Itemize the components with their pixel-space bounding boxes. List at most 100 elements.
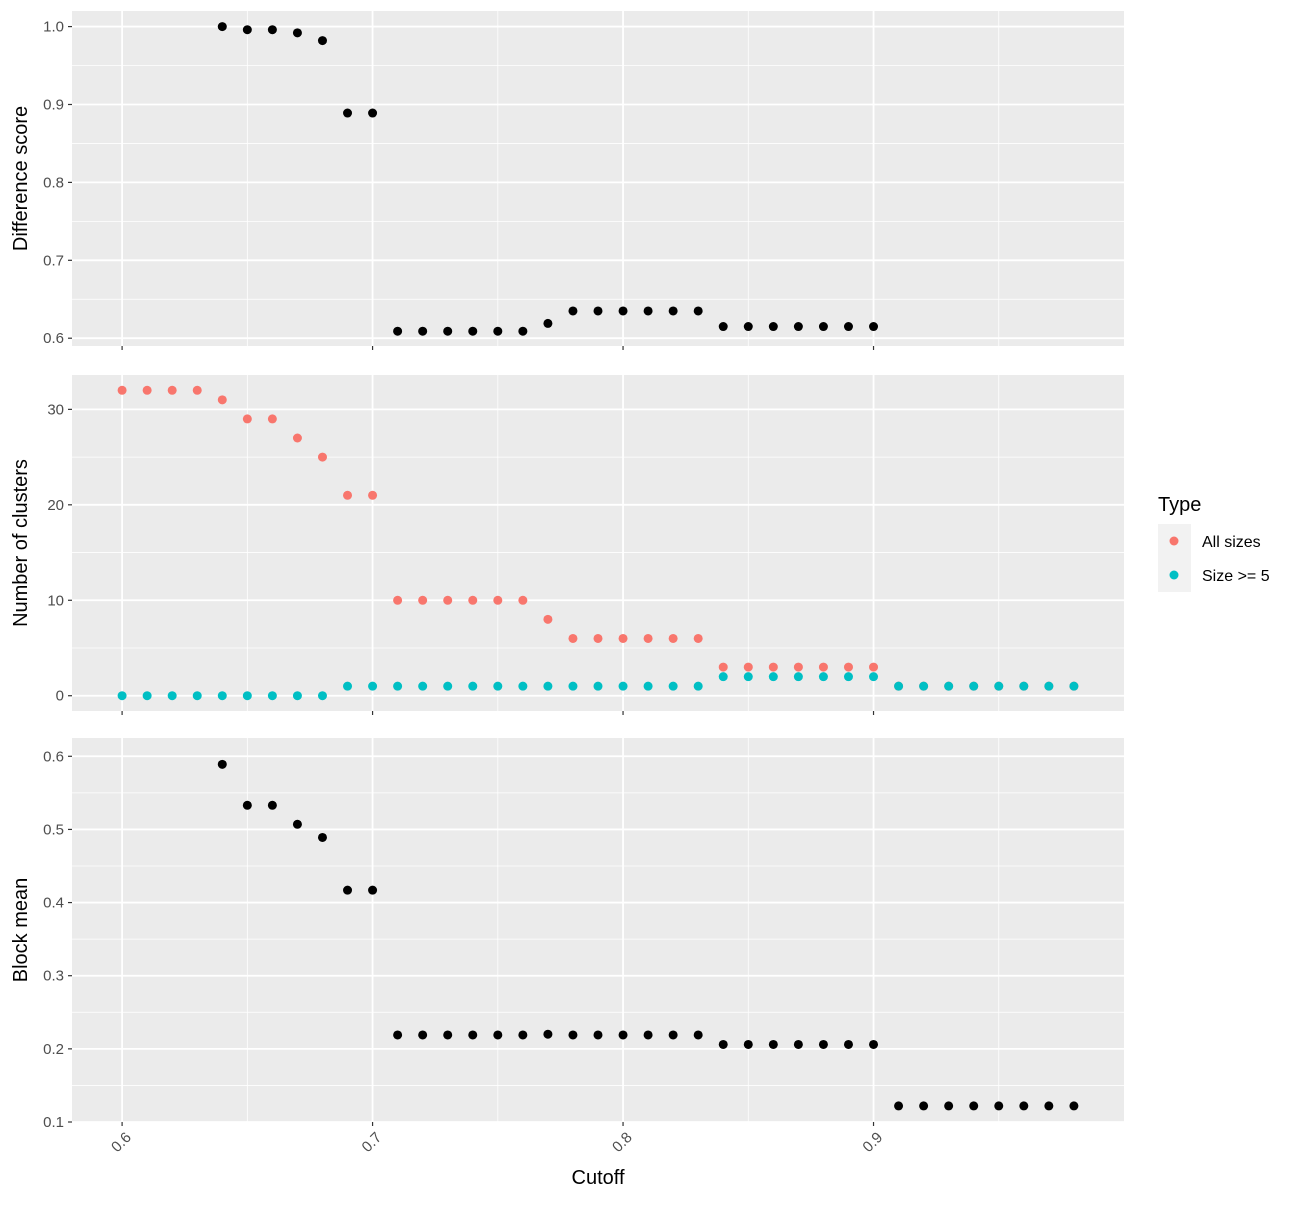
data-point — [693, 306, 703, 316]
data-point — [869, 662, 879, 672]
data-point — [117, 385, 127, 395]
data-point — [518, 326, 528, 336]
data-point — [793, 662, 803, 672]
data-point — [493, 326, 503, 336]
data-point — [368, 490, 378, 500]
y-tick-label: 0.5 — [43, 821, 64, 838]
legend-point-all-sizes — [1169, 536, 1179, 546]
data-point — [493, 595, 503, 605]
data-point — [543, 1029, 553, 1039]
data-point — [743, 1039, 753, 1049]
data-point — [292, 28, 302, 38]
y-tick-label: 0.8 — [43, 174, 64, 191]
data-point — [217, 759, 227, 769]
data-point — [969, 681, 979, 691]
panel-background — [72, 375, 1124, 711]
y-tick-label: 20 — [47, 497, 64, 514]
y-tick-label: 0.2 — [43, 1041, 64, 1058]
data-point — [618, 1030, 628, 1040]
data-point — [1069, 1101, 1079, 1111]
data-point — [593, 681, 603, 691]
y-tick-label: 0.1 — [43, 1114, 64, 1131]
data-point — [368, 108, 378, 118]
data-point — [718, 672, 728, 682]
data-point — [267, 414, 277, 424]
data-point — [393, 681, 403, 691]
x-tick-label: 0.6 — [108, 1129, 135, 1156]
data-point — [343, 681, 353, 691]
data-point — [343, 490, 353, 500]
data-point — [869, 672, 879, 682]
data-point — [818, 672, 828, 682]
data-point — [593, 1030, 603, 1040]
y-tick-label: 0.6 — [43, 330, 64, 347]
data-point — [167, 691, 177, 701]
data-point — [944, 681, 954, 691]
data-point — [568, 306, 578, 316]
data-point — [242, 414, 252, 424]
data-point — [368, 885, 378, 895]
data-point — [593, 633, 603, 643]
data-point — [568, 681, 578, 691]
data-point — [793, 1039, 803, 1049]
data-point — [894, 681, 904, 691]
data-point — [493, 681, 503, 691]
data-point — [1069, 681, 1079, 691]
data-point — [768, 1039, 778, 1049]
data-point — [693, 633, 703, 643]
data-point — [468, 681, 478, 691]
data-point — [343, 108, 353, 118]
data-point — [718, 662, 728, 672]
x-tick-label: 0.9 — [859, 1129, 886, 1156]
data-point — [843, 1039, 853, 1049]
y-tick-label: 0.6 — [43, 748, 64, 765]
data-point — [242, 25, 252, 35]
data-point — [643, 306, 653, 316]
y-axis-title: Number of clusters — [10, 459, 32, 627]
y-tick-label: 0.3 — [43, 968, 64, 985]
data-point — [443, 326, 453, 336]
panel-2: 0 10 20 30 Number of clusters — [10, 375, 1124, 715]
legend: Type All sizes Size >= 5 — [1158, 494, 1270, 592]
data-point — [618, 306, 628, 316]
data-point — [994, 681, 1004, 691]
data-point — [1019, 1101, 1029, 1111]
data-point — [418, 1030, 428, 1040]
panel-1: 0.6 0.7 0.8 0.9 1.0 Difference score — [10, 11, 1124, 350]
data-point — [693, 681, 703, 691]
data-point — [267, 800, 277, 810]
data-point — [493, 1030, 503, 1040]
data-point — [292, 433, 302, 443]
x-tick-label: 0.7 — [359, 1129, 386, 1156]
data-point — [593, 306, 603, 316]
data-point — [793, 672, 803, 682]
data-point — [217, 22, 227, 32]
data-point — [167, 385, 177, 395]
data-point — [568, 1030, 578, 1040]
data-point — [418, 326, 428, 336]
data-point — [242, 691, 252, 701]
series-1 — [217, 759, 1079, 1111]
data-point — [543, 614, 553, 624]
data-point — [944, 1101, 954, 1111]
data-point — [1044, 681, 1054, 691]
data-point — [668, 1030, 678, 1040]
data-point — [818, 322, 828, 332]
data-point — [743, 672, 753, 682]
data-point — [1019, 681, 1029, 691]
legend-label-all-sizes: All sizes — [1202, 534, 1261, 551]
data-point — [869, 1039, 879, 1049]
data-point — [568, 633, 578, 643]
data-point — [468, 595, 478, 605]
data-point — [393, 595, 403, 605]
y-axis-title: Block mean — [10, 878, 32, 983]
data-point — [768, 662, 778, 672]
x-axis-title: Cutoff — [572, 1167, 625, 1189]
series-2 — [117, 672, 1079, 701]
data-point — [793, 322, 803, 332]
data-point — [543, 681, 553, 691]
y-tick-label: 1.0 — [43, 19, 64, 36]
y-tick-label: 10 — [47, 592, 64, 609]
data-point — [393, 326, 403, 336]
data-point — [117, 691, 127, 701]
